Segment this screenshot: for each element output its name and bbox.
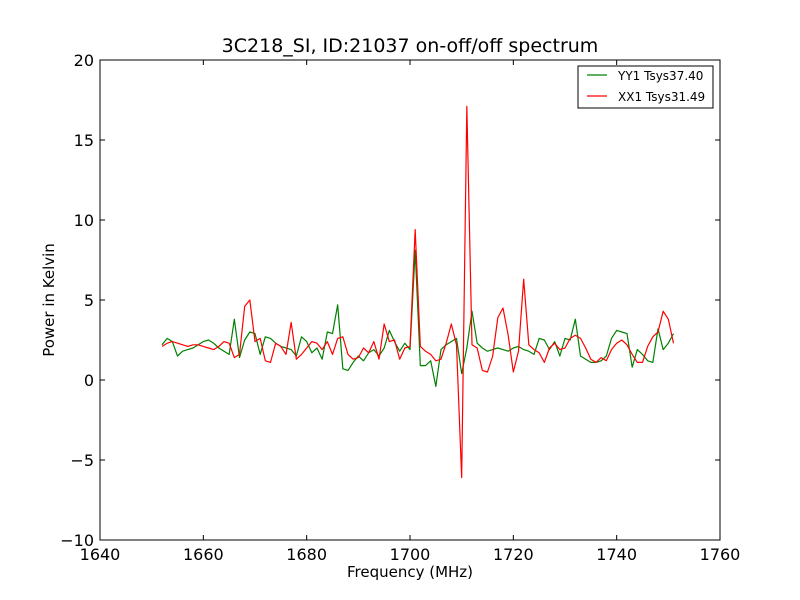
y-tick-label: −10 bbox=[60, 531, 94, 550]
x-tick-label: 1640 bbox=[80, 545, 121, 564]
x-tick-label: 1680 bbox=[286, 545, 327, 564]
plot-lines bbox=[161, 105, 675, 479]
y-axis-label: Power in Kelvin bbox=[40, 243, 58, 357]
x-axis-label: Frequency (MHz) bbox=[347, 563, 473, 581]
legend-label-xx1: XX1 Tsys31.49 bbox=[618, 90, 705, 104]
y-tick-label: 10 bbox=[74, 211, 94, 230]
series-line-yy1 bbox=[161, 249, 675, 387]
y-tick-label: 5 bbox=[84, 291, 94, 310]
legend: YY1 Tsys37.40 XX1 Tsys31.49 bbox=[577, 65, 714, 109]
plot-frame bbox=[99, 59, 721, 541]
x-tick-label: 1660 bbox=[183, 545, 224, 564]
y-tick-label: 15 bbox=[74, 131, 94, 150]
y-tick-label: 0 bbox=[84, 371, 94, 390]
x-tick-label: 1760 bbox=[700, 545, 741, 564]
x-tick-label: 1720 bbox=[493, 545, 534, 564]
x-tick-label: 1740 bbox=[596, 545, 637, 564]
y-axis-ticks: −10 −5 0 5 10 15 20 bbox=[60, 51, 720, 550]
y-tick-label: −5 bbox=[70, 451, 94, 470]
x-axis-ticks: 1640 1660 1680 1700 1720 1740 1760 bbox=[80, 60, 741, 564]
y-tick-label: 20 bbox=[74, 51, 94, 70]
legend-box bbox=[577, 65, 714, 109]
series-line-xx1 bbox=[161, 105, 675, 479]
x-tick-label: 1700 bbox=[390, 545, 431, 564]
legend-label-yy1: YY1 Tsys37.40 bbox=[617, 69, 703, 83]
chart-title: 3C218_SI, ID:21037 on-off/off spectrum bbox=[222, 35, 599, 57]
